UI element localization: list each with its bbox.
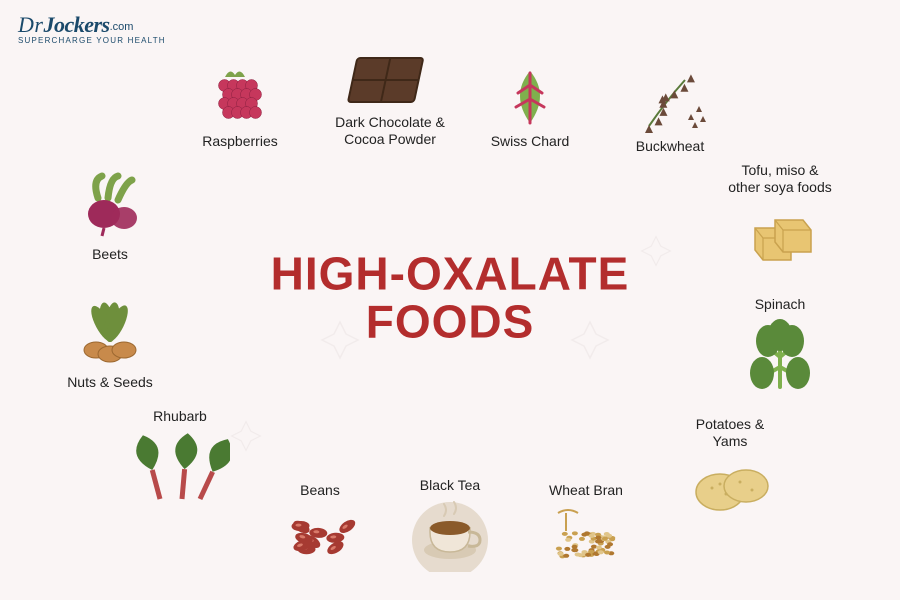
- nuts-seeds-icon: [72, 300, 148, 370]
- beans-icon: [276, 503, 364, 559]
- food-item-beans: Beans: [260, 482, 380, 563]
- swiss-chard-icon: [500, 65, 560, 129]
- brand-logo: DrJockers.com SUPERCHARGE YOUR HEALTH: [18, 12, 166, 45]
- food-item-tofu: Tofu, miso & other soya foods: [720, 162, 840, 266]
- food-item-swiss-chard: Swiss Chard: [470, 65, 590, 150]
- tofu-icon: [741, 200, 819, 262]
- title-line-2: FOODS: [366, 296, 535, 348]
- decoration-crystal: [570, 320, 610, 360]
- food-item-dark-chocolate: Dark Chocolate & Cocoa Powder: [330, 50, 450, 148]
- food-label-beets: Beets: [50, 246, 170, 263]
- food-item-beets: Beets: [50, 170, 170, 263]
- decoration-crystal: [320, 320, 360, 360]
- food-label-potatoes: Potatoes & Yams: [670, 416, 790, 450]
- food-label-tofu: Tofu, miso & other soya foods: [720, 162, 840, 196]
- brand-main: Jockers: [43, 12, 109, 37]
- title-line-1: HIGH-OXALATE: [271, 248, 630, 300]
- beets-icon: [74, 170, 146, 242]
- food-label-buckwheat: Buckwheat: [610, 138, 730, 155]
- food-label-wheat-bran: Wheat Bran: [526, 482, 646, 499]
- food-label-spinach: Spinach: [720, 296, 840, 313]
- food-label-rhubarb: Rhubarb: [120, 408, 240, 425]
- food-item-nuts-seeds: Nuts & Seeds: [50, 300, 170, 391]
- food-label-beans: Beans: [260, 482, 380, 499]
- food-item-potatoes: Potatoes & Yams: [670, 416, 790, 518]
- brand-prefix: Dr: [18, 12, 43, 37]
- raspberries-icon: [210, 65, 270, 129]
- spinach-icon: [744, 317, 816, 395]
- food-label-raspberries: Raspberries: [180, 133, 300, 150]
- black-tea-icon: [408, 498, 492, 572]
- decoration-crystal: [640, 235, 672, 267]
- brand-tagline: SUPERCHARGE YOUR HEALTH: [18, 36, 166, 45]
- food-label-black-tea: Black Tea: [390, 477, 510, 494]
- food-item-raspberries: Raspberries: [180, 65, 300, 150]
- food-item-black-tea: Black Tea: [390, 477, 510, 576]
- food-item-rhubarb: Rhubarb: [120, 408, 240, 515]
- rhubarb-icon: [130, 429, 230, 511]
- dark-chocolate-icon: [345, 50, 435, 110]
- food-label-swiss-chard: Swiss Chard: [470, 133, 590, 150]
- food-item-wheat-bran: Wheat Bran: [526, 482, 646, 567]
- food-label-dark-chocolate: Dark Chocolate & Cocoa Powder: [330, 114, 450, 148]
- food-item-buckwheat: Buckwheat: [610, 70, 730, 155]
- brand-suffix: .com: [110, 21, 134, 33]
- wheat-bran-icon: [538, 503, 634, 563]
- buckwheat-icon: [629, 70, 711, 134]
- food-item-spinach: Spinach: [720, 296, 840, 399]
- potatoes-icon: [686, 454, 774, 514]
- food-label-nuts-seeds: Nuts & Seeds: [50, 374, 170, 391]
